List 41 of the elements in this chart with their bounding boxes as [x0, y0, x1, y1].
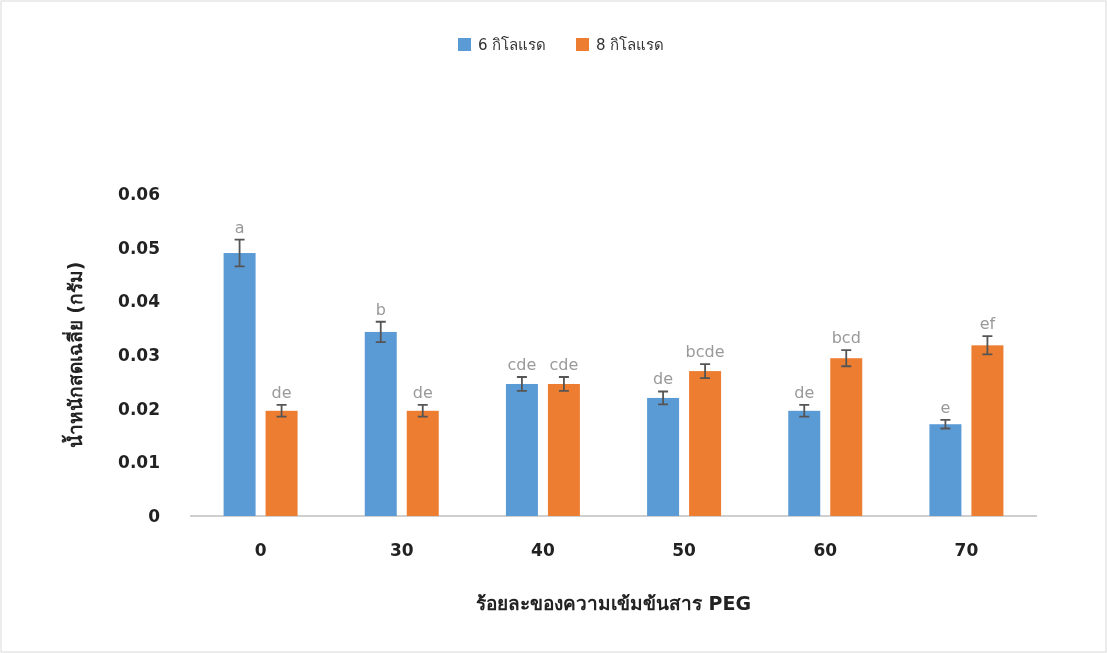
data-label: b	[375, 299, 386, 319]
x-tick-label: 50	[672, 540, 697, 560]
y-tick-label: 0.06	[118, 184, 160, 204]
y-tick-label: 0	[148, 506, 161, 526]
bar	[689, 371, 722, 516]
data-label: cde	[507, 355, 537, 374]
bar	[788, 410, 821, 516]
x-tick-label: 70	[954, 540, 979, 560]
x-tick-label: 0	[254, 540, 267, 560]
bar	[547, 383, 580, 516]
data-label: ef	[979, 314, 996, 334]
x-tick-label: 40	[531, 540, 555, 560]
data-label: bcde	[685, 342, 725, 362]
data-label: cde	[549, 355, 579, 374]
data-label: de	[794, 382, 815, 402]
x-tick-label: 30	[389, 540, 414, 560]
bar	[830, 358, 863, 516]
data-label: a	[234, 217, 245, 237]
y-tick-label: 0.05	[118, 237, 160, 258]
x-tick-label: 60	[813, 540, 838, 560]
y-tick-label: 0.01	[118, 452, 160, 473]
y-tick-label: 0.02	[118, 398, 160, 419]
bar	[364, 331, 397, 516]
legend-label: 8 กิโลแรด	[596, 36, 665, 54]
data-label: de	[271, 382, 292, 402]
x-axis-title: ร้อยละของความเข้มข้นสาร PEG	[475, 592, 752, 614]
bar	[265, 410, 298, 516]
legend-label: 6 กิโลแรด	[478, 36, 547, 54]
y-tick-label: 0.03	[118, 345, 160, 365]
data-label: de	[653, 369, 674, 389]
data-label: de	[412, 382, 433, 402]
data-label: e	[940, 397, 951, 417]
data-label: bcd	[831, 328, 861, 348]
y-axis-title: น้ำหนักสดเฉลี่ย (กรัม)	[61, 261, 86, 449]
y-tick-label: 0.04	[118, 291, 161, 312]
bar	[929, 424, 962, 516]
bar	[223, 253, 256, 516]
bar	[647, 397, 680, 516]
bar	[505, 383, 538, 516]
bar	[406, 410, 439, 516]
bar	[971, 345, 1004, 516]
